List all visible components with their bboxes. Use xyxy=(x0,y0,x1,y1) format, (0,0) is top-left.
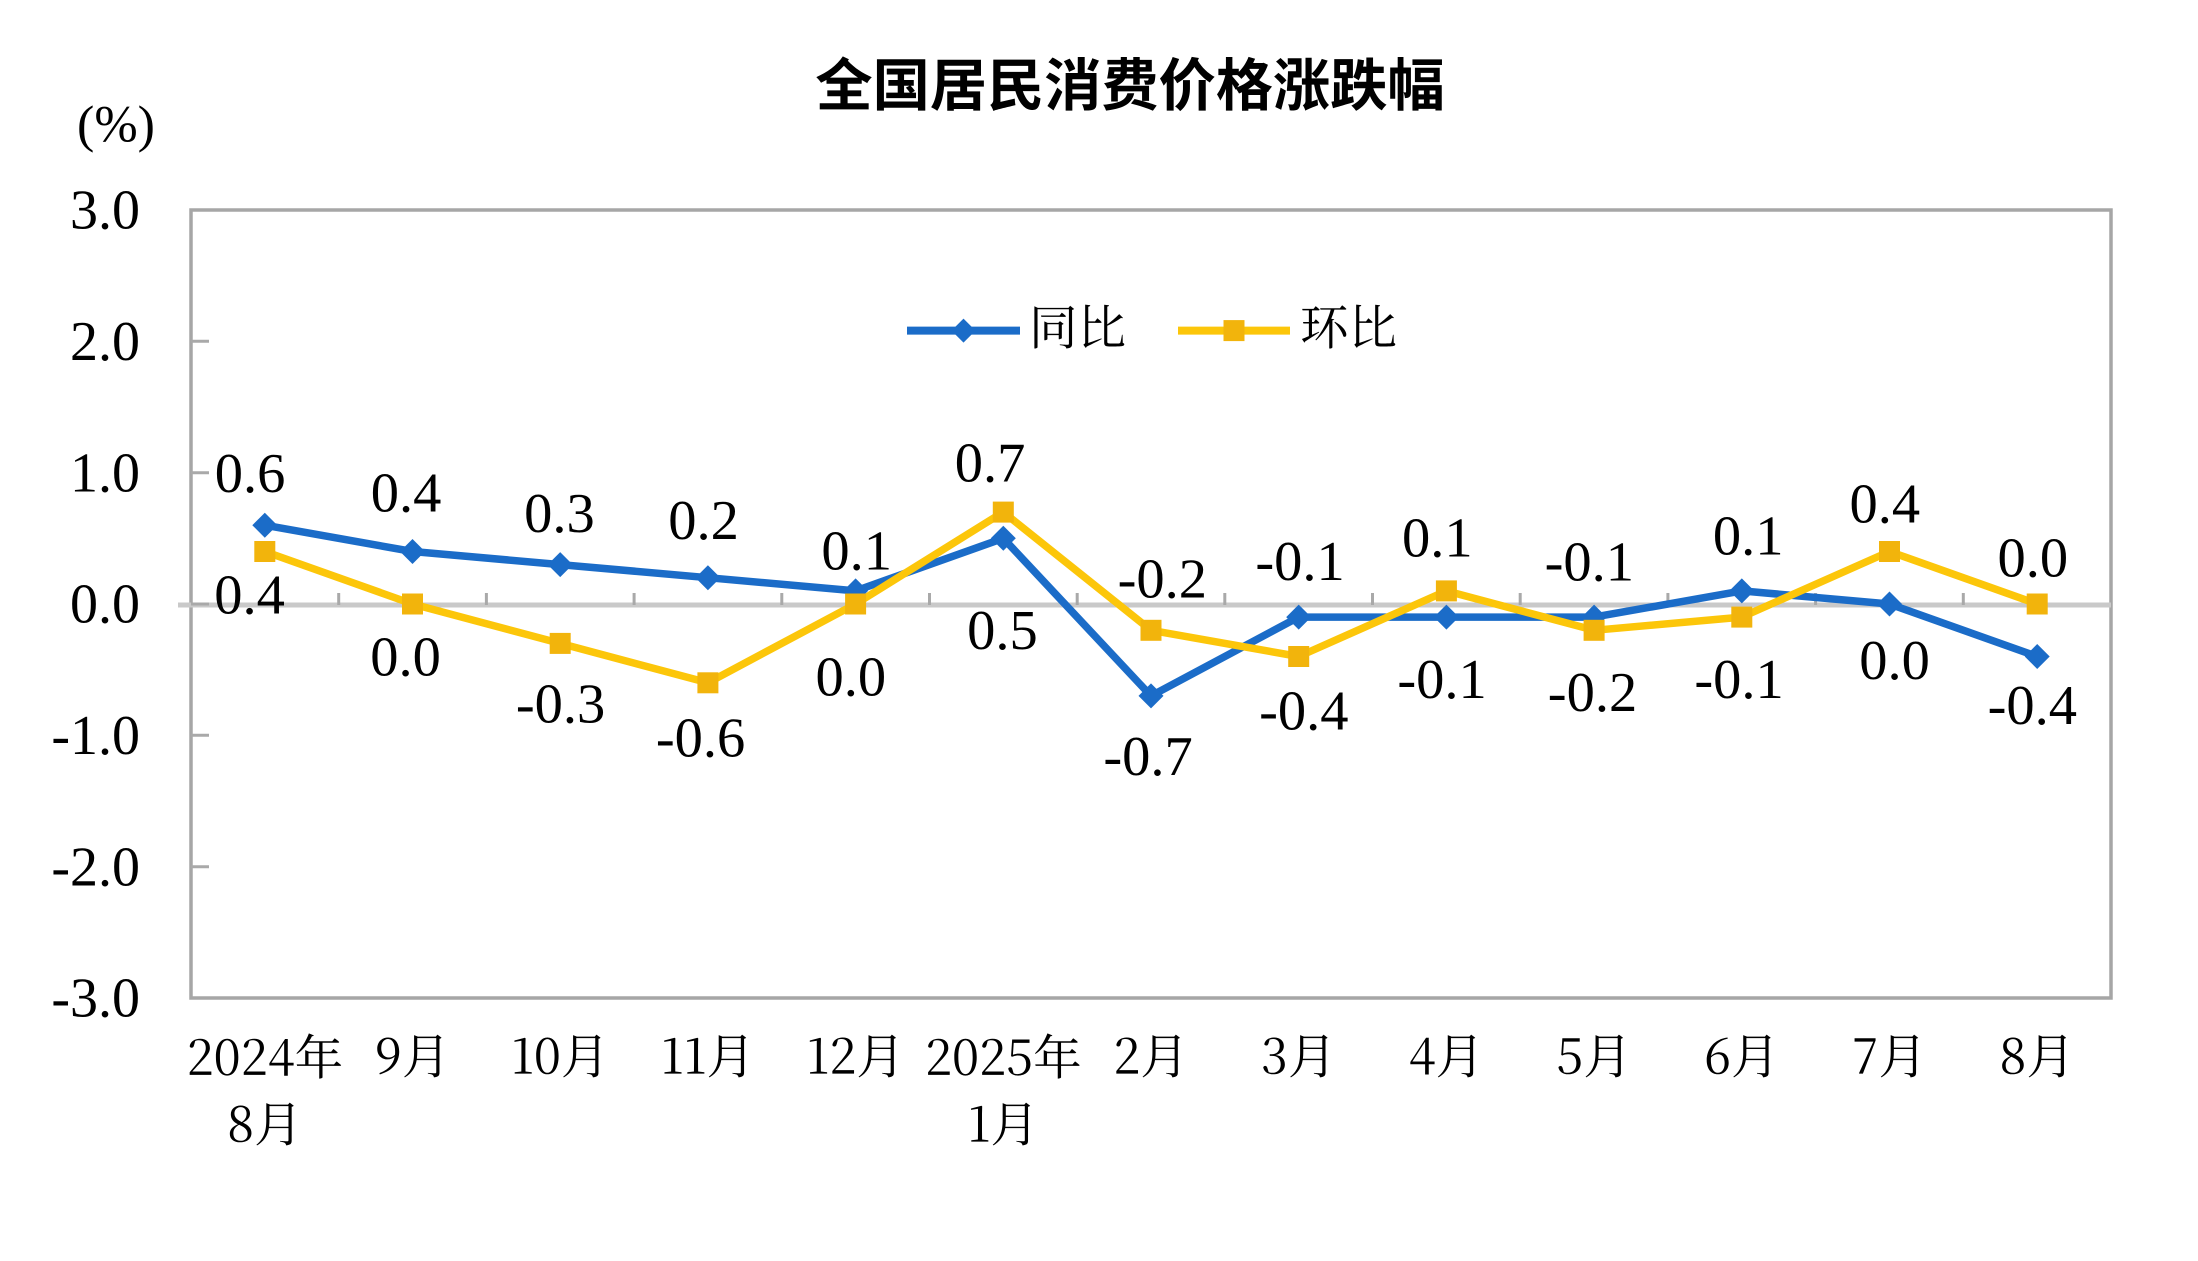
svg-text:-1.0: -1.0 xyxy=(51,705,140,767)
svg-text:0.0: 0.0 xyxy=(1859,630,1930,692)
svg-text:-0.1: -0.1 xyxy=(1694,649,1783,711)
svg-text:-0.1: -0.1 xyxy=(1545,531,1634,593)
svg-text:-0.1: -0.1 xyxy=(1255,531,1344,593)
svg-text:0.6: 0.6 xyxy=(215,443,286,505)
svg-text:0.0: 0.0 xyxy=(815,647,886,709)
svg-text:0.7: 0.7 xyxy=(955,433,1026,495)
svg-text:-0.3: -0.3 xyxy=(516,673,605,735)
svg-text:0.5: 0.5 xyxy=(967,600,1038,662)
svg-text:0.0: 0.0 xyxy=(370,627,441,689)
svg-text:0.0: 0.0 xyxy=(70,574,140,636)
svg-text:0.2: 0.2 xyxy=(668,490,739,552)
svg-text:(%): (%) xyxy=(77,97,155,154)
svg-text:0.3: 0.3 xyxy=(524,483,595,545)
svg-text:1.0: 1.0 xyxy=(70,442,140,504)
svg-text:0.1: 0.1 xyxy=(1713,505,1784,567)
svg-text:0.0: 0.0 xyxy=(1997,528,2068,590)
svg-text:-0.7: -0.7 xyxy=(1103,726,1192,788)
svg-text:-0.4: -0.4 xyxy=(1259,681,1348,743)
svg-text:2.0: 2.0 xyxy=(70,311,140,373)
svg-text:-0.2: -0.2 xyxy=(1548,662,1637,724)
svg-text:-0.6: -0.6 xyxy=(656,708,745,770)
svg-text:0.4: 0.4 xyxy=(1849,474,1920,536)
svg-text:0.1: 0.1 xyxy=(1402,508,1473,570)
svg-text:3.0: 3.0 xyxy=(70,180,140,242)
svg-text:-2.0: -2.0 xyxy=(51,836,140,898)
svg-text:0.4: 0.4 xyxy=(214,565,285,627)
svg-text:0.4: 0.4 xyxy=(371,462,442,524)
svg-text:-0.1: -0.1 xyxy=(1397,649,1486,711)
svg-text:-0.2: -0.2 xyxy=(1118,548,1207,610)
svg-text:0.1: 0.1 xyxy=(821,520,892,582)
svg-text:-3.0: -3.0 xyxy=(51,968,140,1030)
svg-text:-0.4: -0.4 xyxy=(1988,675,2077,737)
